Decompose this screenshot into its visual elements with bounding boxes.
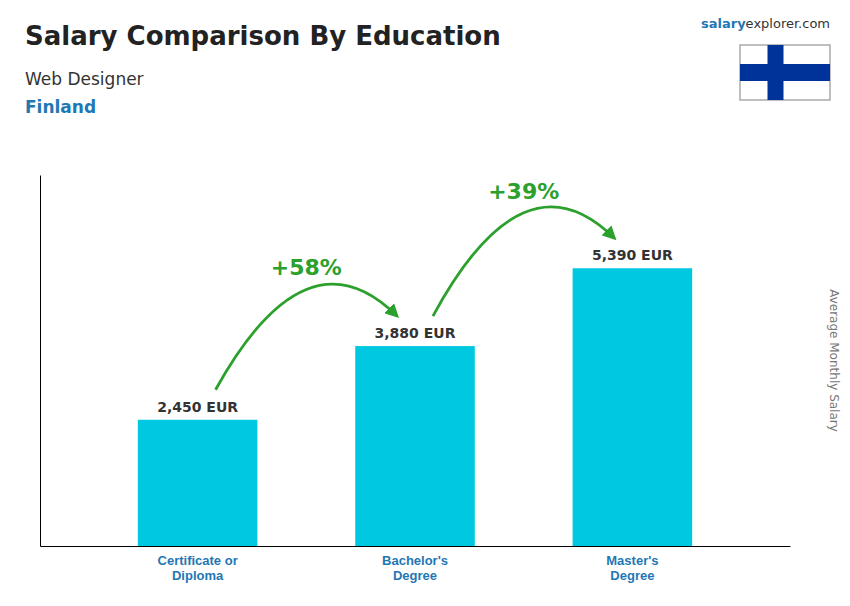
plot-area (138, 268, 692, 546)
x-tick-label: Master'sDegree (606, 553, 658, 583)
data-label: 3,880 EUR (375, 325, 456, 341)
data-label: 2,450 EUR (157, 399, 238, 415)
change-label: +58% (271, 255, 342, 280)
change-arrow (216, 284, 398, 390)
brand: salaryexplorer.com (701, 16, 830, 31)
bar (573, 268, 693, 546)
x-axis-line (41, 546, 791, 547)
y-axis-line (40, 176, 41, 547)
y-axis-title: Average Monthly Salary (827, 289, 841, 432)
chart: Salary Comparison By Education Web Design… (0, 0, 850, 606)
change-label: +39% (488, 179, 559, 204)
flag (740, 45, 830, 100)
x-tick: Master'sDegree (606, 553, 658, 583)
subtitle: Finland (25, 97, 96, 117)
data-labels: 2,450 EUR 3,880 EUR 5,390 EUR (157, 247, 673, 414)
change-arrow (433, 207, 615, 316)
x-tick: Certificate orDiploma (158, 553, 238, 583)
title: Salary Comparison By Education (25, 21, 501, 51)
annotations: +58% +39% salaryexplorer.com (216, 16, 830, 390)
y-axis (40, 176, 41, 547)
brand-part: explorer.com (746, 16, 830, 31)
bar (138, 420, 258, 546)
flag-cross (768, 45, 784, 100)
x-axis: Certificate orDiploma Bachelor'sDegree Mas… (41, 547, 791, 584)
x-tick-label: Bachelor'sDegree (382, 553, 448, 583)
flag-cross (740, 64, 830, 81)
data-label: 5,390 EUR (592, 247, 673, 263)
brand-part: salary (701, 16, 746, 31)
flag-field (740, 45, 830, 100)
x-tick-label: Certificate orDiploma (158, 553, 238, 583)
bar (355, 346, 475, 546)
x-tick: Bachelor'sDegree (382, 553, 448, 583)
subtitle: Web Designer (25, 69, 144, 89)
